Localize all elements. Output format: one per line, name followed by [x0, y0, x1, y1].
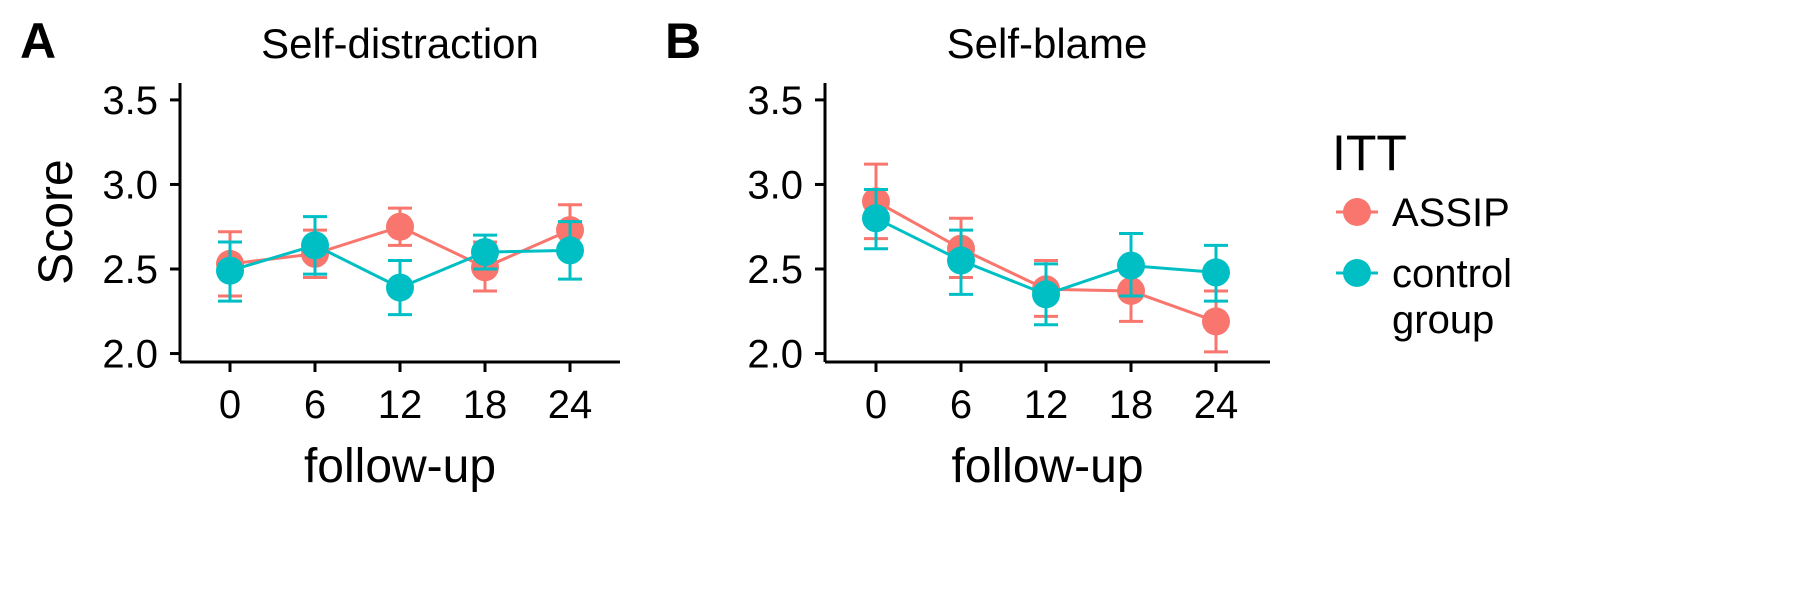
x-tick-label: 0	[865, 383, 887, 427]
y-tick-label: 3.0	[747, 163, 803, 207]
x-tick-label: 0	[219, 383, 241, 427]
y-tick-label: 3.5	[102, 79, 158, 123]
data-point	[471, 238, 499, 267]
panel-tag: A	[20, 13, 56, 69]
legend-title: ITT	[1332, 125, 1407, 181]
facet-title: Self-distraction	[261, 20, 539, 67]
legend-label: control	[1392, 252, 1512, 296]
data-point	[862, 204, 890, 233]
x-tick-label: 6	[304, 383, 326, 427]
panel-tag: B	[665, 13, 701, 69]
legend-key-point	[1343, 198, 1371, 226]
y-tick-label: 3.5	[747, 79, 803, 123]
x-tick-label: 18	[1109, 383, 1154, 427]
x-tick-label: 24	[548, 383, 593, 427]
y-tick-label: 2.0	[747, 333, 803, 377]
data-point	[947, 246, 975, 275]
y-tick-label: 2.0	[102, 333, 158, 377]
y-axis-title: Score	[30, 159, 83, 284]
panel-b: B Self-blame 2.0 2.5 3.0 3.5 0 6 12 18 24 follow-up	[665, 13, 1270, 493]
data-point	[1032, 280, 1060, 309]
x-tick-label: 24	[1194, 383, 1239, 427]
series-control-group	[862, 188, 1230, 327]
data-point	[1202, 307, 1230, 336]
y-tick-label: 2.5	[102, 248, 158, 292]
x-axis-title: follow-up	[304, 440, 496, 493]
data-point	[1202, 258, 1230, 287]
x-tick-label: 12	[378, 383, 423, 427]
x-tick-label: 6	[950, 383, 972, 427]
x-axis-title: follow-up	[951, 440, 1143, 493]
series-control-group	[216, 215, 584, 317]
data-point	[556, 236, 584, 265]
legend-label: group	[1392, 298, 1494, 342]
panel-a: A Self-distraction 2.0 2.5 3.0 3.5 0 6 12 18 24 fol…	[20, 13, 620, 493]
x-tick-label: 12	[1024, 383, 1069, 427]
facet-title: Self-blame	[947, 20, 1148, 67]
data-point	[386, 212, 414, 241]
legend-label: ASSIP	[1392, 191, 1510, 235]
data-point	[1117, 251, 1145, 280]
data-point	[386, 273, 414, 302]
legend-key-point	[1343, 259, 1371, 287]
y-tick-label: 2.5	[747, 248, 803, 292]
data-point	[216, 256, 244, 285]
legend-entry: ASSIP	[1336, 191, 1510, 235]
y-tick-label: 3.0	[102, 163, 158, 207]
x-tick-label: 18	[463, 383, 508, 427]
data-point	[301, 231, 329, 260]
